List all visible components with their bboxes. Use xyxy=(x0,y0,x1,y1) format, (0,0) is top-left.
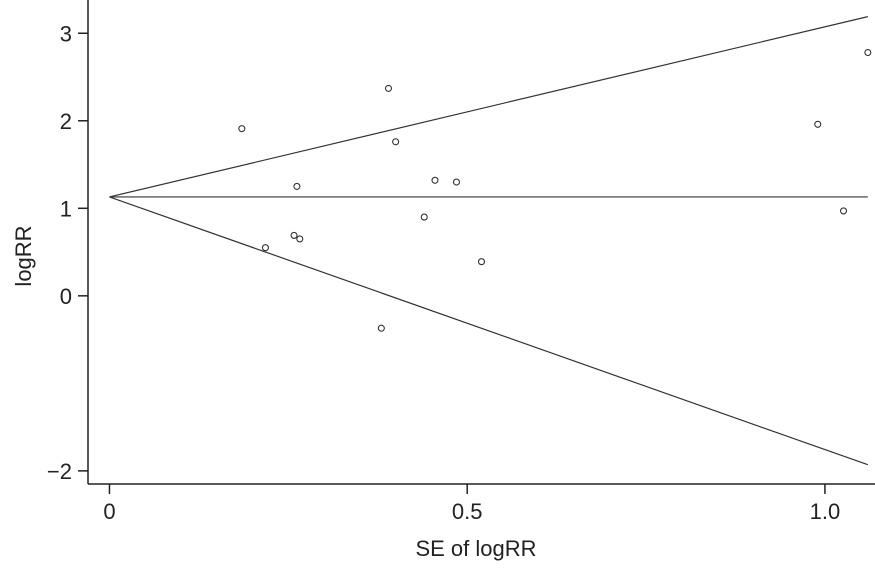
funnel-lines xyxy=(109,16,869,466)
lower-confidence-line xyxy=(109,196,869,466)
y-tick-label: 2 xyxy=(60,109,72,134)
study-point xyxy=(290,231,298,239)
study-point xyxy=(864,48,872,57)
y-tick-label: 1 xyxy=(60,196,72,221)
y-tick-label: −2 xyxy=(47,459,72,484)
study-point xyxy=(452,178,461,186)
x-axis-title: SE of logRR xyxy=(415,536,536,561)
x-axis: 0 0.5 1.0 SE of logRR xyxy=(88,483,875,561)
x-tick-label: 0 xyxy=(103,499,115,524)
y-axis-title: logRR xyxy=(11,225,36,286)
study-point xyxy=(377,324,385,332)
y-axis: −2 0 1 2 3 logRR xyxy=(11,0,89,484)
y-tick-label: 0 xyxy=(60,284,72,309)
upper-confidence-line xyxy=(109,16,868,198)
x-ticks: 0 0.5 1.0 xyxy=(103,484,840,524)
study-point xyxy=(431,176,439,184)
study-point xyxy=(477,258,486,266)
study-point xyxy=(238,125,246,133)
study-point xyxy=(296,235,304,243)
study-point xyxy=(814,120,822,128)
study-point xyxy=(839,207,848,215)
study-point xyxy=(384,84,393,92)
data-points xyxy=(238,48,872,332)
x-tick-label: 0.5 xyxy=(452,499,483,524)
study-point xyxy=(293,182,301,190)
x-tick-label: 1.0 xyxy=(810,499,841,524)
y-tick-label: 3 xyxy=(60,21,72,46)
study-point xyxy=(261,244,269,252)
y-ticks: −2 0 1 2 3 xyxy=(47,21,88,484)
study-point xyxy=(392,138,400,146)
study-point xyxy=(420,213,428,221)
